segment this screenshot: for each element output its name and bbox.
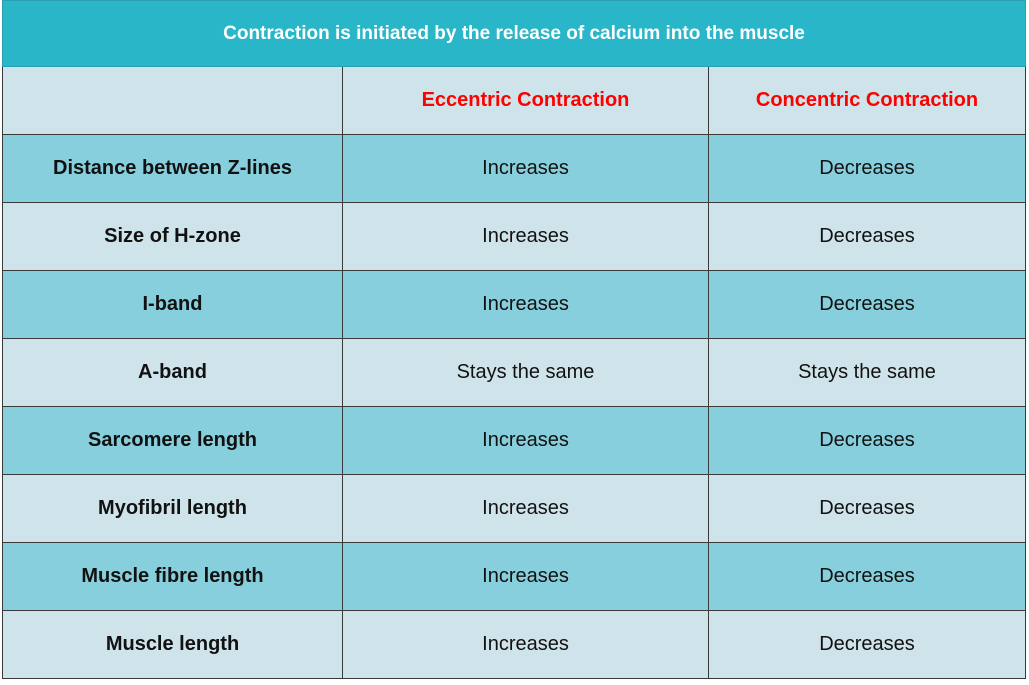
row-label: I-band: [2, 270, 343, 339]
eccentric-value: Increases: [342, 202, 709, 271]
table-row: Muscle length Increases Decreases: [2, 610, 1026, 679]
concentric-column-header: Concentric Contraction: [708, 66, 1026, 135]
table-title: Contraction is initiated by the release …: [2, 0, 1026, 67]
row-label: Myofibril length: [2, 474, 343, 543]
concentric-value: Decreases: [708, 134, 1026, 203]
table-row: A-band Stays the same Stays the same: [2, 338, 1026, 407]
eccentric-value: Increases: [342, 134, 709, 203]
eccentric-value: Increases: [342, 610, 709, 679]
eccentric-value: Stays the same: [342, 338, 709, 407]
table-row: Muscle fibre length Increases Decreases: [2, 542, 1026, 611]
row-label: Distance between Z-lines: [2, 134, 343, 203]
table-row: I-band Increases Decreases: [2, 270, 1026, 339]
table-row: Distance between Z-lines Increases Decre…: [2, 134, 1026, 203]
row-label: Sarcomere length: [2, 406, 343, 475]
concentric-value: Decreases: [708, 406, 1026, 475]
column-header-row: Eccentric Contraction Concentric Contrac…: [2, 66, 1026, 135]
concentric-value: Decreases: [708, 610, 1026, 679]
concentric-value: Decreases: [708, 542, 1026, 611]
concentric-value: Decreases: [708, 270, 1026, 339]
eccentric-column-header: Eccentric Contraction: [342, 66, 709, 135]
eccentric-value: Increases: [342, 270, 709, 339]
corner-header-cell: [2, 66, 343, 135]
concentric-value: Decreases: [708, 474, 1026, 543]
row-label: Muscle fibre length: [2, 542, 343, 611]
table-row: Myofibril length Increases Decreases: [2, 474, 1026, 543]
row-label: A-band: [2, 338, 343, 407]
concentric-value: Stays the same: [708, 338, 1026, 407]
row-label: Muscle length: [2, 610, 343, 679]
row-label: Size of H-zone: [2, 202, 343, 271]
eccentric-value: Increases: [342, 542, 709, 611]
eccentric-value: Increases: [342, 474, 709, 543]
table-row: Sarcomere length Increases Decreases: [2, 406, 1026, 475]
table-title-row: Contraction is initiated by the release …: [2, 0, 1026, 67]
eccentric-value: Increases: [342, 406, 709, 475]
concentric-value: Decreases: [708, 202, 1026, 271]
table-row: Size of H-zone Increases Decreases: [2, 202, 1026, 271]
